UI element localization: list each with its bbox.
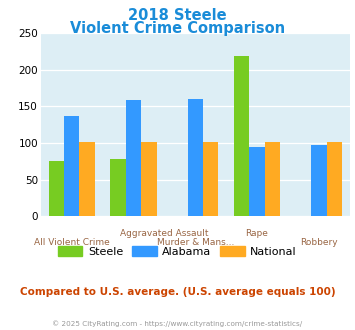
Text: Aggravated Assault: Aggravated Assault: [120, 229, 209, 238]
Text: 2018 Steele: 2018 Steele: [128, 8, 227, 23]
Text: Rape: Rape: [246, 229, 268, 238]
Bar: [249, 147, 265, 216]
Bar: [49, 161, 64, 216]
Bar: [234, 56, 249, 216]
Text: Violent Crime Comparison: Violent Crime Comparison: [70, 21, 285, 36]
Bar: [311, 145, 327, 216]
Bar: [265, 142, 280, 216]
Bar: [141, 142, 157, 216]
Bar: [327, 142, 342, 216]
Text: Robbery: Robbery: [300, 238, 338, 247]
Bar: [110, 159, 126, 216]
Legend: Steele, Alabama, National: Steele, Alabama, National: [54, 242, 301, 261]
Text: Compared to U.S. average. (U.S. average equals 100): Compared to U.S. average. (U.S. average …: [20, 287, 335, 297]
Bar: [80, 142, 95, 216]
Text: All Violent Crime: All Violent Crime: [34, 238, 110, 247]
Bar: [64, 116, 80, 216]
Text: Murder & Mans...: Murder & Mans...: [157, 238, 234, 247]
Text: © 2025 CityRating.com - https://www.cityrating.com/crime-statistics/: © 2025 CityRating.com - https://www.city…: [53, 321, 302, 327]
Bar: [187, 99, 203, 216]
Bar: [126, 100, 141, 216]
Bar: [203, 142, 218, 216]
